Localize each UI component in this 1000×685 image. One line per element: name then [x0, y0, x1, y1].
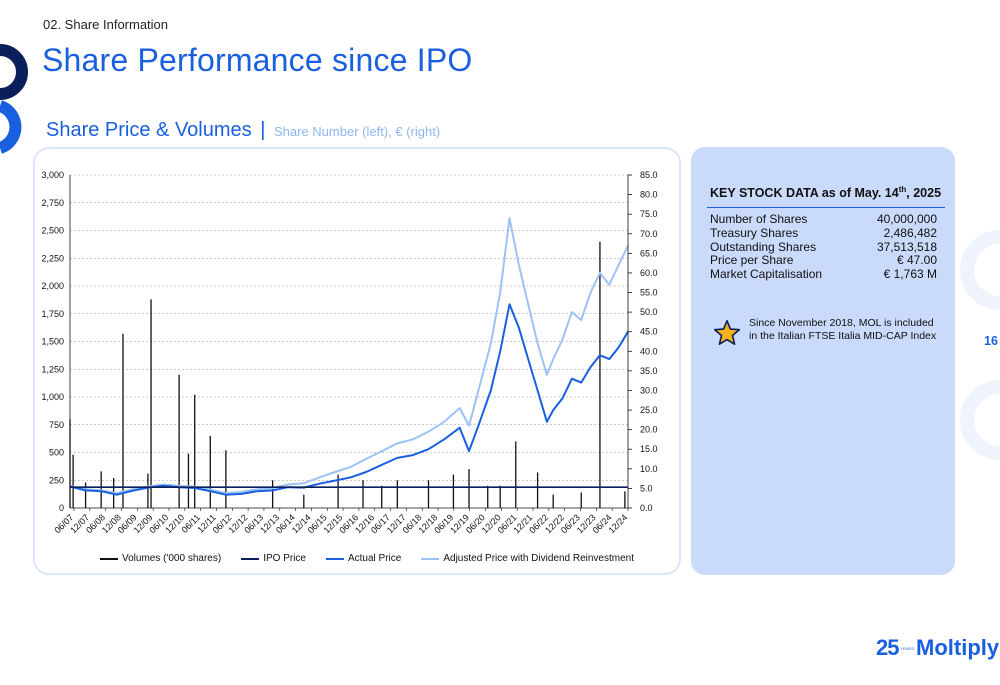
- y-right-tick-label: 15.0: [640, 444, 658, 454]
- star-icon: [713, 319, 741, 346]
- key-stock-row: Treasury Shares 2,486,482: [710, 225, 937, 241]
- legend-swatch: [100, 557, 118, 560]
- key-stock-title: KEY STOCK DATA as of May. 14th, 2025: [710, 185, 941, 200]
- y-left-tick-label: 750: [49, 420, 64, 430]
- y-left-tick-label: 2,250: [41, 253, 64, 263]
- y-right-tick-label: 0.0: [640, 503, 653, 513]
- y-right-tick-label: 35.0: [640, 366, 658, 376]
- y-left-tick-label: 250: [49, 475, 64, 485]
- legend-label: Adjusted Price with Dividend Reinvestmen…: [443, 553, 634, 564]
- actual-price-line: [69, 303, 629, 496]
- y-left-tick-label: 1,250: [41, 364, 64, 374]
- legend-label: Actual Price: [347, 553, 402, 564]
- legend-item-ipo-price: IPO Price: [241, 553, 306, 564]
- y-right-tick-label: 55.0: [640, 288, 658, 298]
- adjusted-price-line: [69, 217, 629, 495]
- decorative-arc-blue: [0, 100, 22, 154]
- key-stock-data-card: KEY STOCK DATA as of May. 14th, 2025 Num…: [691, 147, 955, 575]
- key-stock-value: 2,486,482: [883, 225, 937, 240]
- y-left-tick-label: 3,000: [41, 170, 64, 180]
- key-stock-value: 40,000,000: [876, 212, 937, 226]
- y-left-tick-label: 500: [49, 448, 64, 458]
- legend-label: Volumes ('000 shares): [122, 553, 222, 564]
- key-stock-value: € 47.00: [896, 253, 937, 268]
- legend-label: IPO Price: [263, 553, 306, 564]
- chart-subtitle: Share Price & Volumes | Share Number (le…: [46, 119, 440, 142]
- chart-card: [33, 147, 681, 575]
- logo-number: 25: [876, 635, 900, 660]
- decorative-arc-light: [960, 230, 1000, 310]
- key-stock-label: Price per Share: [710, 253, 794, 268]
- legend-swatch: [325, 557, 344, 560]
- y-left-tick-label: 1,000: [41, 392, 64, 402]
- y-right-tick-label: 20.0: [640, 425, 658, 435]
- key-stock-title-text: KEY STOCK DATA as of May. 14: [710, 186, 899, 201]
- key-stock-row: Price per Share € 47.00: [710, 254, 937, 268]
- key-stock-divider: [707, 207, 945, 208]
- y-right-tick-label: 30.0: [640, 385, 658, 395]
- legend-item-actual-price: Actual Price: [325, 553, 402, 564]
- legend-swatch: [241, 557, 260, 560]
- y-right-tick-label: 60.0: [640, 268, 658, 278]
- y-right-tick-label: 45.0: [640, 327, 658, 337]
- legend-swatch: [421, 557, 440, 560]
- subtitle-separator: |: [260, 119, 266, 141]
- decorative-arcs-right: [960, 230, 1000, 460]
- y-left-tick-label: 1,500: [41, 337, 64, 347]
- y-right-tick-label: 40.0: [640, 346, 658, 356]
- section-label: 02. Share Information: [43, 17, 169, 32]
- key-stock-label: Treasury Shares: [710, 225, 799, 240]
- y-right-tick-label: 85.0: [640, 170, 658, 180]
- logo-years: YEARS: [900, 645, 915, 651]
- y-left-tick-label: 2,500: [41, 226, 64, 236]
- key-stock-label: Market Capitalisation: [710, 267, 823, 282]
- y-right-tick-label: 10.0: [640, 464, 658, 474]
- y-right-tick-label: 50.0: [640, 307, 658, 317]
- key-stock-value: 37,513,518: [876, 239, 937, 254]
- page-number: 16: [984, 334, 998, 348]
- y-left-tick-label: 2,750: [41, 198, 64, 208]
- ftse-note-text: Since November 2018, MOL is included in …: [749, 317, 937, 342]
- y-right-tick-label: 75.0: [640, 209, 658, 219]
- key-stock-table: Number of Shares 40,000,000 Treasury Share…: [710, 212, 937, 282]
- legend-item-volumes: Volumes ('000 shares): [100, 553, 221, 564]
- y-left-tick-label: 1,750: [41, 309, 64, 319]
- moltiply-logo: 25 YEARS Moltiply: [876, 635, 999, 661]
- y-left-tick-label: 2,000: [41, 281, 64, 291]
- ftse-note: Since November 2018, MOL is included in …: [713, 317, 943, 347]
- legend-item-adjusted-price: Adjusted Price with Dividend Reinvestmen…: [421, 553, 634, 564]
- key-stock-label: Number of Shares: [710, 212, 808, 226]
- key-stock-title-year: , 2025: [906, 186, 942, 201]
- key-stock-row: Number of Shares 40,000,000: [710, 212, 937, 227]
- decorative-arcs: [0, 44, 28, 154]
- subtitle-units: Share Number (left), € (right): [273, 124, 441, 139]
- y-right-tick-label: 80.0: [640, 190, 658, 200]
- logo-name: Moltiply: [916, 635, 1000, 660]
- decorative-arc-light: [960, 380, 1000, 460]
- decorative-arc-dark: [0, 44, 28, 100]
- page-title: Share Performance since IPO: [42, 42, 473, 78]
- y-right-tick-label: 25.0: [640, 405, 658, 415]
- y-right-tick-label: 70.0: [640, 229, 658, 239]
- y-left-tick-label: 0: [59, 503, 64, 513]
- subtitle-text: Share Price & Volumes: [46, 119, 252, 141]
- key-stock-row: Outstanding Shares 37,513,518: [710, 239, 937, 255]
- chart-legend: Volumes ('000 shares) IPO Price Actual P…: [100, 553, 660, 564]
- y-right-tick-label: 65.0: [640, 248, 658, 258]
- key-stock-value: € 1,763 M: [883, 267, 937, 282]
- y-right-tick-label: 5.0: [640, 483, 653, 493]
- key-stock-row: Market Capitalisation € 1,763 M: [710, 267, 937, 282]
- key-stock-title-sup: th: [898, 185, 907, 194]
- key-stock-label: Outstanding Shares: [710, 239, 817, 254]
